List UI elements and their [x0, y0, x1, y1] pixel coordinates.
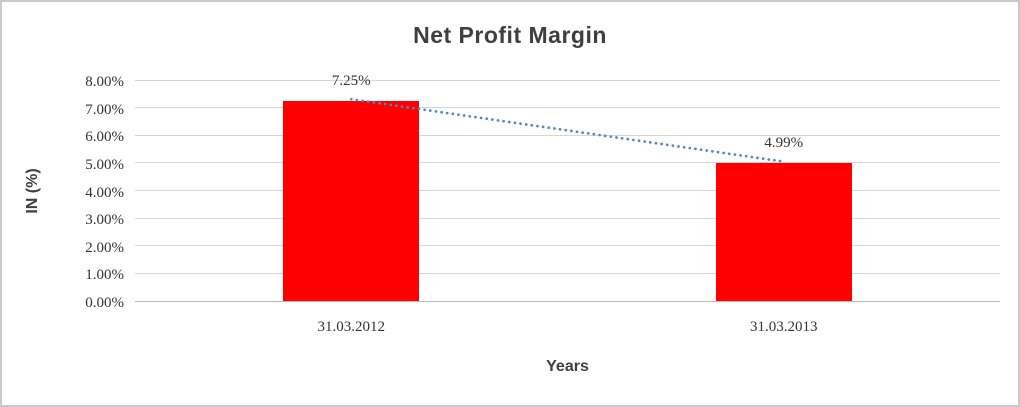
- gridline: [135, 134, 1000, 136]
- gridline: [135, 245, 1000, 247]
- y-axis-tick-label: 3.00%: [85, 212, 124, 229]
- chart-title: Net Profit Margin: [413, 22, 607, 48]
- bar-data-label: 7.25%: [331, 72, 371, 89]
- y-axis-tick-label: 1.00%: [85, 267, 124, 284]
- bar-31.03.2012[interactable]: [283, 100, 420, 301]
- y-axis-tick-label: 4.00%: [85, 184, 124, 201]
- y-axis-tick-label: 0.00%: [85, 295, 124, 311]
- y-axis-tick-label: 6.00%: [85, 129, 124, 146]
- gridline: [135, 162, 1000, 164]
- y-axis-tick-label: 5.00%: [85, 156, 124, 173]
- plot-area: 7.25% 4.99%: [135, 73, 1000, 302]
- gridline: [135, 107, 1000, 109]
- gridline: [135, 79, 1000, 81]
- gridline: [135, 190, 1000, 191]
- y-axis-tick-label: 7.00%: [85, 101, 124, 118]
- bar-31.03.2013[interactable]: [715, 163, 852, 301]
- x-axis-tick-label: 31.03.2013: [750, 319, 818, 335]
- x-axis-title: Years: [546, 358, 589, 375]
- x-axis-line: [135, 300, 1000, 302]
- y-axis-tick-label: 2.00%: [85, 239, 124, 256]
- y-axis-tick-label: 8.00%: [85, 74, 124, 90]
- gridline: [135, 217, 1000, 219]
- x-axis-tick-label: 31.03.2012: [317, 319, 386, 335]
- bar-data-label: 4.99%: [764, 135, 804, 152]
- gridline: [135, 272, 1000, 274]
